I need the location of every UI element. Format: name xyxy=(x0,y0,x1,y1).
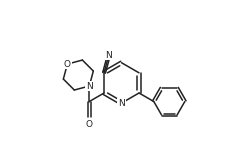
Text: O: O xyxy=(86,120,93,129)
Text: N: N xyxy=(86,81,93,91)
Text: N: N xyxy=(118,99,125,108)
Text: O: O xyxy=(64,60,71,69)
Text: N: N xyxy=(105,51,112,60)
